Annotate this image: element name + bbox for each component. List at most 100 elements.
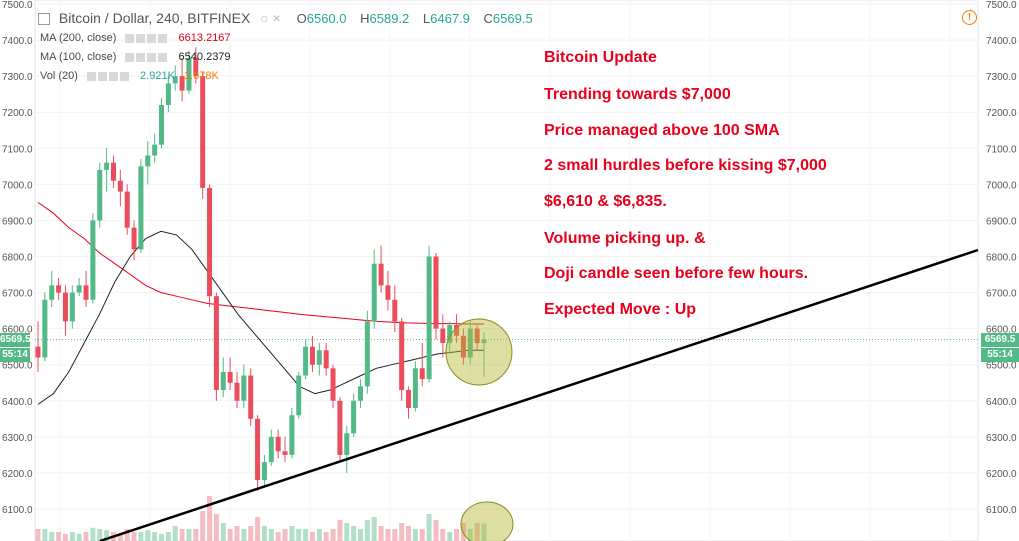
volume-bar bbox=[426, 514, 432, 541]
candle-body bbox=[378, 263, 384, 286]
candle-body bbox=[124, 191, 130, 228]
y-tick-label-left: 6200.0 bbox=[2, 469, 33, 480]
volume-bar bbox=[241, 529, 247, 541]
candle-body bbox=[323, 350, 329, 369]
more-icon[interactable] bbox=[108, 71, 118, 81]
indicator-ma200[interactable]: MA (200, close) 6613.2167 bbox=[40, 32, 231, 44]
price-highlight-circle bbox=[445, 318, 513, 386]
ohlc-readout: O6560.0 H6589.2 L6467.9 C6569.5 bbox=[297, 11, 533, 26]
ohlc-open-key: O bbox=[296, 11, 307, 26]
candle-body bbox=[207, 187, 213, 297]
settings-icon[interactable] bbox=[136, 52, 146, 62]
y-tick-label-left: 7500.0 bbox=[2, 0, 33, 11]
indicator-volume[interactable]: Vol (20) 2.921K 1.678K bbox=[40, 70, 219, 82]
indicator-controls[interactable] bbox=[85, 70, 129, 82]
candle-body bbox=[227, 371, 233, 383]
indicator-ma100[interactable]: MA (100, close) 6540.2379 bbox=[40, 51, 231, 63]
ohlc-low-key: L bbox=[422, 11, 431, 26]
volume-bar bbox=[248, 526, 254, 541]
warning-icon[interactable]: ! bbox=[962, 10, 977, 25]
volume-bar bbox=[131, 532, 137, 541]
volume-bar bbox=[419, 529, 425, 541]
indicator-controls[interactable] bbox=[123, 51, 168, 63]
volume-bar bbox=[261, 526, 267, 541]
candle-body bbox=[412, 368, 418, 408]
candle-body bbox=[62, 292, 68, 322]
more-icon[interactable] bbox=[147, 33, 157, 43]
close-icon[interactable] bbox=[158, 33, 168, 43]
volume-bar bbox=[104, 530, 110, 541]
title-indicator-icons: ○ × bbox=[260, 10, 281, 26]
candle-body bbox=[433, 256, 439, 329]
volume-bar bbox=[440, 529, 446, 541]
settings-icon[interactable] bbox=[136, 33, 146, 43]
collapse-icon[interactable] bbox=[38, 13, 50, 26]
volume-bars bbox=[35, 496, 487, 541]
y-tick-label-left: 6400.0 bbox=[2, 397, 33, 408]
volume-bar bbox=[412, 529, 418, 541]
y-tick-label-right: 6900.0 bbox=[986, 216, 1017, 227]
candle-body bbox=[131, 227, 137, 250]
candle-body bbox=[364, 321, 370, 387]
volume-bar bbox=[35, 529, 41, 541]
close-icon[interactable] bbox=[119, 71, 129, 81]
volume-bar bbox=[220, 523, 226, 541]
y-tick-label-left: 6900.0 bbox=[2, 216, 33, 227]
y-tick-label-right: 7300.0 bbox=[986, 72, 1017, 83]
annotation-line-8: Expected Move : Up bbox=[544, 301, 697, 318]
volume-bar bbox=[172, 526, 178, 541]
chart-header: Bitcoin / Dollar, 240, BITFINEX ○ × O656… bbox=[38, 10, 533, 26]
candle-body bbox=[371, 263, 377, 322]
candle-body bbox=[467, 328, 473, 358]
more-icon[interactable] bbox=[147, 52, 157, 62]
volume-bar bbox=[364, 520, 370, 541]
y-tick-label-right: 6700.0 bbox=[986, 289, 1017, 300]
ohlc-close-value: 6569.5 bbox=[492, 11, 533, 26]
volume-bar bbox=[433, 520, 439, 541]
candle-body bbox=[220, 371, 226, 390]
ma200-line bbox=[37, 201, 484, 325]
volume-bar bbox=[275, 532, 281, 541]
volume-bar bbox=[357, 529, 363, 541]
candle-body bbox=[419, 368, 425, 380]
countdown-tag: 55:14 bbox=[981, 348, 1019, 362]
candle-body bbox=[275, 436, 281, 452]
indicator-volume-ma-value: 1.678K bbox=[183, 70, 219, 82]
candle-body bbox=[330, 368, 336, 401]
candle-body bbox=[337, 400, 343, 455]
volume-bar bbox=[62, 533, 68, 541]
volume-bar bbox=[179, 529, 185, 541]
candle-body bbox=[296, 375, 302, 416]
indicator-ma200-value: 6613.2167 bbox=[178, 32, 231, 44]
indicator-controls[interactable] bbox=[123, 32, 168, 44]
candle-body bbox=[399, 321, 405, 390]
annotation-line-7: Doji candle seen before few hours. bbox=[544, 265, 809, 282]
candle-body bbox=[76, 285, 82, 293]
volume-bar bbox=[303, 529, 309, 541]
volume-bar bbox=[268, 529, 274, 541]
annotation-line-2: Trending towards $7,000 bbox=[544, 86, 731, 103]
close-icon[interactable] bbox=[158, 52, 168, 62]
volume-bar bbox=[351, 526, 357, 541]
settings-icon[interactable] bbox=[97, 71, 107, 81]
price-axis: 6100.0 6100.0 6200.0 6200.0 6300.0 6300.0 6400… bbox=[2, 0, 1017, 516]
volume-bar bbox=[159, 533, 165, 541]
y-tick-label-left: 7400.0 bbox=[2, 36, 33, 47]
eye-icon[interactable] bbox=[86, 71, 96, 81]
volume-highlight-circle bbox=[460, 501, 514, 541]
y-tick-label-right: 6200.0 bbox=[986, 469, 1017, 480]
volume-bar bbox=[344, 523, 350, 541]
ohlc-low-value: 6467.9 bbox=[430, 11, 470, 26]
y-tick-label-left: 6800.0 bbox=[2, 253, 33, 264]
candle-body bbox=[90, 220, 96, 300]
candle-body bbox=[248, 375, 254, 419]
ohlc-high-key: H bbox=[360, 11, 370, 26]
eye-icon[interactable] bbox=[125, 52, 135, 62]
y-tick-label-right: 7200.0 bbox=[986, 108, 1017, 119]
indicator-ma200-label: MA (200, close) bbox=[40, 32, 117, 44]
eye-icon[interactable] bbox=[125, 33, 135, 43]
candles bbox=[35, 47, 487, 491]
candle-body bbox=[474, 328, 480, 344]
